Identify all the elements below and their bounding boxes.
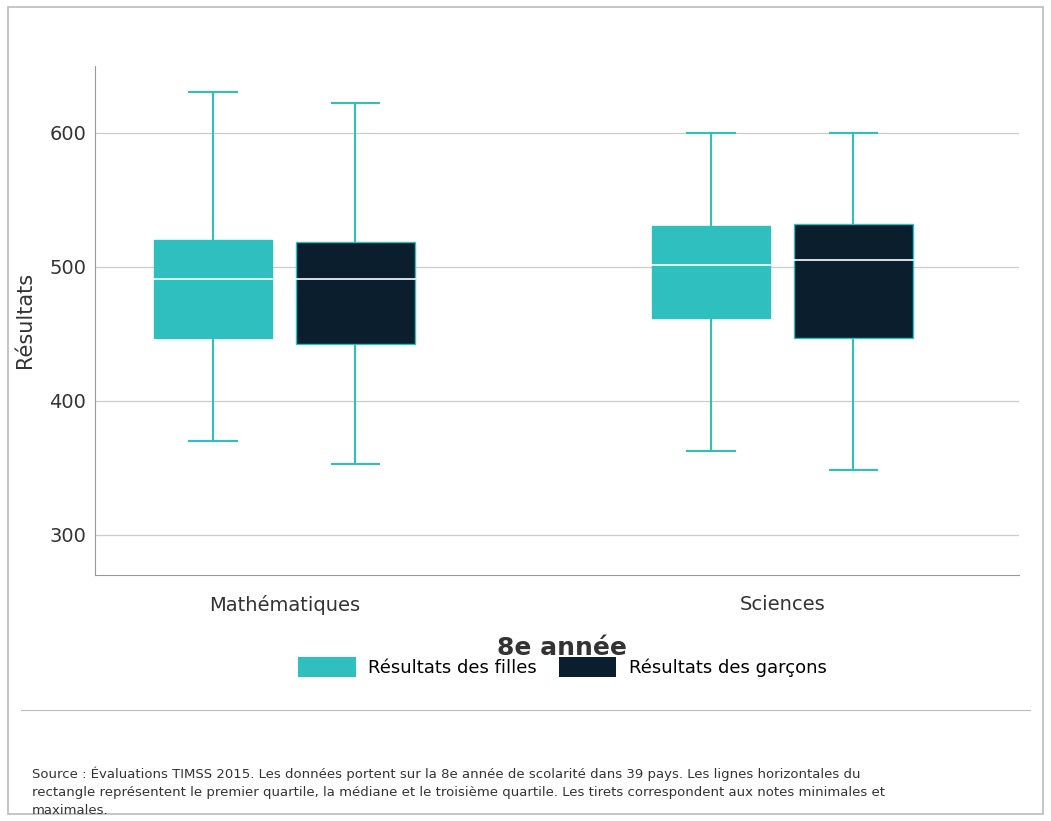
Text: Mathématiques: Mathématiques xyxy=(209,594,359,615)
Bar xyxy=(652,227,770,318)
Text: Source : Évaluations TIMSS 2015. Les données portent sur la 8e année de scolarit: Source : Évaluations TIMSS 2015. Les don… xyxy=(32,766,885,817)
Text: 8e année: 8e année xyxy=(497,636,627,660)
Bar xyxy=(795,224,912,337)
Legend: Résultats des filles, Résultats des garçons: Résultats des filles, Résultats des garç… xyxy=(290,649,834,685)
Bar xyxy=(296,242,415,344)
Text: Sciences: Sciences xyxy=(740,594,825,614)
Y-axis label: Résultats: Résultats xyxy=(16,272,36,369)
Bar xyxy=(153,240,272,337)
